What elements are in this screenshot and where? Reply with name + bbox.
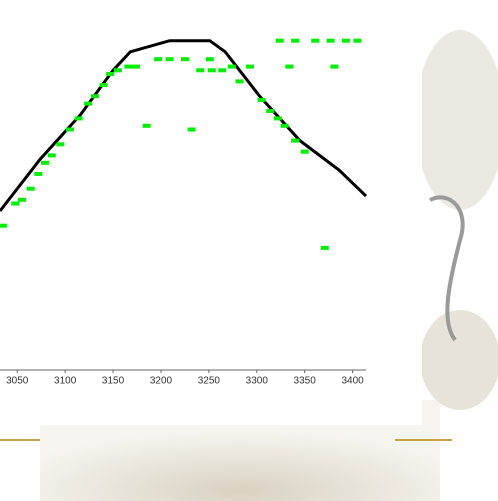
data-point bbox=[180, 57, 189, 62]
data-point bbox=[320, 245, 329, 250]
data-point bbox=[235, 79, 244, 84]
data-point bbox=[124, 64, 133, 69]
data-point bbox=[300, 149, 309, 154]
data-point bbox=[196, 68, 205, 73]
data-point bbox=[26, 186, 35, 191]
chart: 3050 3100 3150 3200 3250 3300 3350 3400 bbox=[0, 38, 368, 387]
data-point bbox=[266, 109, 275, 113]
data-point bbox=[106, 72, 115, 76]
x-tick-label: 3400 bbox=[341, 376, 364, 387]
x-tick-label: 3300 bbox=[246, 376, 269, 387]
x-tick-label: 3150 bbox=[102, 376, 125, 387]
data-point bbox=[18, 197, 27, 202]
data-point bbox=[205, 57, 214, 62]
data-point bbox=[291, 138, 300, 143]
data-point bbox=[11, 201, 20, 206]
data-point bbox=[187, 127, 196, 132]
data-point bbox=[257, 97, 266, 102]
x-tick-label: 3250 bbox=[198, 376, 221, 387]
data-point bbox=[0, 223, 7, 228]
data-point bbox=[74, 116, 83, 121]
data-point bbox=[311, 38, 320, 43]
data-point bbox=[65, 127, 74, 132]
data-point bbox=[165, 57, 174, 62]
data-point bbox=[326, 38, 335, 43]
data-point bbox=[218, 68, 227, 73]
data-point bbox=[142, 123, 151, 128]
x-tick-label: 3350 bbox=[294, 376, 317, 387]
data-point bbox=[113, 68, 122, 73]
data-point bbox=[99, 83, 108, 88]
data-point bbox=[34, 171, 43, 176]
x-tick-label: 3100 bbox=[54, 376, 77, 387]
data-point bbox=[41, 160, 50, 165]
data-point bbox=[207, 68, 216, 73]
data-point bbox=[84, 101, 93, 106]
data-point bbox=[353, 38, 362, 43]
data-point bbox=[227, 64, 236, 69]
data-point bbox=[341, 38, 350, 43]
data-point bbox=[132, 64, 141, 69]
data-point bbox=[330, 64, 339, 69]
data-point bbox=[285, 64, 294, 69]
data-point bbox=[246, 64, 255, 69]
x-tick-label: 3200 bbox=[150, 376, 173, 387]
data-point bbox=[90, 94, 99, 99]
data-point bbox=[273, 116, 282, 121]
data-point bbox=[56, 142, 65, 147]
data-point bbox=[291, 38, 300, 43]
x-tick-label: 3050 bbox=[6, 376, 29, 387]
data-point bbox=[154, 57, 163, 62]
data-point bbox=[47, 153, 56, 158]
data-point bbox=[275, 38, 284, 43]
fit-line bbox=[0, 39, 368, 212]
data-point bbox=[280, 123, 289, 128]
